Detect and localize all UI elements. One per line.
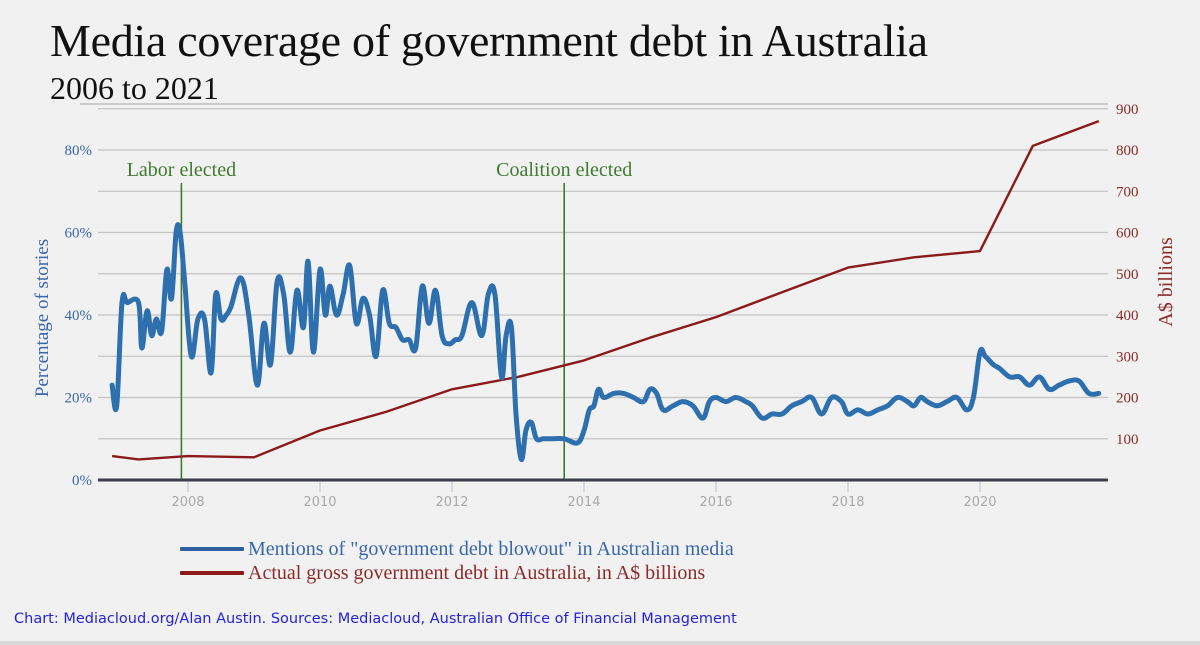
legend: Mentions of "government debt blowout" in… [180, 537, 734, 585]
right-tick-label: 300 [1116, 349, 1139, 365]
legend-label-media: Mentions of "government debt blowout" in… [248, 538, 734, 560]
media-series-line [109, 222, 1102, 462]
x-tick-label: 2018 [831, 495, 864, 510]
left-axis-ticks: 0% 20% 40% 60% 80% [65, 143, 93, 489]
legend-swatch-media [180, 547, 244, 551]
debt-series-line [111, 119, 1100, 461]
chart-title: Media coverage of government debt in Aus… [50, 15, 928, 66]
left-tick-label: 0% [72, 473, 92, 489]
right-tick-label: 700 [1116, 184, 1139, 200]
right-axis-ticks: 100 200 300 400 500 600 700 800 900 [1116, 102, 1139, 448]
legend-item-debt: Actual gross government debt in Australi… [180, 561, 734, 585]
election-marker-label: Labor elected [127, 159, 236, 181]
x-tick-label: 2016 [699, 495, 732, 510]
right-tick-label: 100 [1116, 432, 1139, 448]
left-tick-label: 60% [65, 226, 93, 242]
x-axis-ticks: 2008 2010 2012 2014 2016 2018 2020 [171, 481, 997, 510]
x-tick-label: 2012 [435, 495, 468, 510]
right-tick-label: 900 [1116, 102, 1139, 118]
gridlines [80, 103, 1108, 440]
legend-swatch-debt [180, 571, 244, 575]
right-tick-label: 400 [1116, 308, 1139, 324]
right-tick-label: 200 [1116, 391, 1139, 407]
left-axis-label: Percentage of stories [32, 239, 53, 397]
left-tick-label: 40% [65, 308, 93, 324]
x-tick-label: 2008 [171, 495, 204, 510]
right-tick-label: 600 [1116, 226, 1139, 242]
bottom-divider [0, 641, 1200, 645]
x-tick-label: 2014 [567, 495, 600, 510]
x-tick-label: 2020 [963, 495, 996, 510]
election-markers: Labor elected Coalition elected [127, 159, 632, 480]
left-tick-label: 80% [65, 143, 93, 159]
x-tick-label: 2010 [303, 495, 336, 510]
right-axis-label: A$ billions [1155, 237, 1177, 327]
right-tick-label: 500 [1116, 267, 1139, 283]
left-tick-label: 20% [65, 391, 93, 407]
source-credit: Chart: Mediacloud.org/Alan Austin. Sourc… [14, 611, 737, 627]
election-marker-label: Coalition elected [496, 159, 632, 181]
legend-label-debt: Actual gross government debt in Australi… [248, 562, 706, 584]
right-tick-label: 800 [1116, 143, 1139, 159]
legend-item-media: Mentions of "government debt blowout" in… [180, 537, 734, 561]
chart-subtitle: 2006 to 2021 [50, 70, 219, 106]
